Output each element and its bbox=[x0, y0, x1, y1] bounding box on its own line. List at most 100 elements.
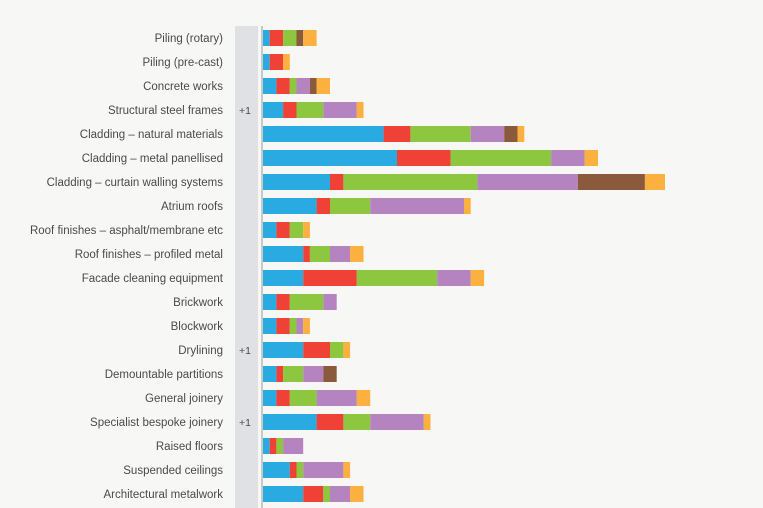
bar-segment bbox=[276, 294, 290, 310]
extra-count-badge: +1 bbox=[239, 417, 251, 429]
bar-segment bbox=[303, 222, 310, 238]
bar-segment bbox=[316, 390, 357, 406]
bar-segment bbox=[303, 270, 357, 286]
bar-segment bbox=[296, 30, 304, 46]
bar-segment bbox=[296, 102, 324, 118]
bar-segment bbox=[370, 414, 424, 430]
category-label: Blockwork bbox=[171, 321, 224, 333]
bar-segment bbox=[517, 126, 525, 142]
bar-segment bbox=[263, 78, 277, 94]
bar-segment bbox=[263, 198, 317, 214]
bar-segment bbox=[323, 366, 337, 382]
bar-segment bbox=[356, 270, 438, 286]
bar-segment bbox=[263, 30, 270, 46]
bar-segment bbox=[316, 198, 330, 214]
category-label: Raised floors bbox=[156, 441, 223, 453]
bar-segment bbox=[303, 246, 310, 262]
category-label: Drylining bbox=[178, 345, 223, 357]
bar-segment bbox=[551, 150, 585, 166]
bar-segment bbox=[343, 462, 351, 478]
bar-segment bbox=[437, 270, 471, 286]
bar-segment bbox=[477, 174, 578, 190]
bar-segment bbox=[504, 126, 518, 142]
category-label: Suspended ceilings bbox=[123, 465, 223, 477]
bar-segment bbox=[584, 150, 598, 166]
bar-segment bbox=[330, 342, 344, 358]
category-label: Architectural metalwork bbox=[103, 489, 223, 501]
bar-segment bbox=[644, 174, 665, 190]
bar-segment bbox=[263, 318, 277, 334]
category-label: Piling (rotary) bbox=[155, 33, 224, 45]
category-label: Concrete works bbox=[143, 81, 223, 93]
bar-segment bbox=[303, 342, 330, 358]
bar-segment bbox=[263, 174, 330, 190]
bar-segment bbox=[263, 294, 277, 310]
bar-segment bbox=[269, 54, 284, 70]
bar-segment bbox=[296, 78, 310, 94]
bar-segment bbox=[296, 318, 304, 334]
category-label: Facade cleaning equipment bbox=[82, 273, 224, 285]
bar-segment bbox=[330, 246, 351, 262]
bar-segment bbox=[276, 366, 284, 382]
bar-segment bbox=[263, 54, 270, 70]
bar-segment bbox=[323, 294, 337, 310]
bar-segment bbox=[276, 390, 290, 406]
category-label: Cladding – curtain walling systems bbox=[47, 177, 224, 189]
category-label: General joinery bbox=[145, 393, 223, 405]
bar-segment bbox=[330, 174, 344, 190]
bar-segment bbox=[263, 102, 284, 118]
category-label: Roof finishes – profiled metal bbox=[75, 249, 223, 261]
bar-segment bbox=[303, 318, 310, 334]
bar-segment bbox=[283, 30, 297, 46]
bar-segment bbox=[577, 174, 645, 190]
bar-segment bbox=[276, 78, 290, 94]
bar-segment bbox=[263, 414, 317, 430]
bar-segment bbox=[263, 246, 304, 262]
bar-segment bbox=[423, 414, 431, 430]
bar-segment bbox=[343, 414, 371, 430]
badge-column bbox=[235, 26, 258, 508]
bar-segment bbox=[269, 30, 284, 46]
bar-segment bbox=[383, 126, 411, 142]
bar-segment bbox=[263, 150, 397, 166]
bar-segment bbox=[269, 438, 277, 454]
bar-segment bbox=[283, 54, 290, 70]
bar-segment bbox=[470, 126, 505, 142]
bar-segment bbox=[263, 462, 290, 478]
bar-segment bbox=[323, 486, 330, 502]
bar-segment bbox=[263, 366, 277, 382]
bar-segment bbox=[276, 318, 290, 334]
extra-count-badge: +1 bbox=[239, 345, 251, 357]
category-label: Brickwork bbox=[173, 297, 223, 309]
bar-segment bbox=[309, 78, 317, 94]
bar-segment bbox=[370, 198, 464, 214]
bar-segment bbox=[464, 198, 471, 214]
bar-segment bbox=[450, 150, 552, 166]
bar-segment bbox=[289, 390, 317, 406]
bar-segment bbox=[263, 342, 304, 358]
bar-segment bbox=[263, 270, 304, 286]
category-label: Atrium roofs bbox=[161, 201, 223, 213]
bar-segment bbox=[350, 486, 364, 502]
bar-segment bbox=[343, 342, 351, 358]
category-label: Cladding – natural materials bbox=[80, 129, 223, 141]
bar-segment bbox=[296, 462, 304, 478]
bar-segment bbox=[263, 486, 304, 502]
bar-segment bbox=[289, 294, 324, 310]
extra-count-badge: +1 bbox=[239, 105, 251, 117]
bar-segment bbox=[289, 78, 297, 94]
category-label: Cladding – metal panellised bbox=[82, 153, 223, 165]
category-label: Specialist bespoke joinery bbox=[90, 417, 223, 429]
bar-segment bbox=[316, 414, 344, 430]
bar-segment bbox=[263, 126, 384, 142]
bar-segment bbox=[303, 30, 317, 46]
bar-segment bbox=[470, 270, 485, 286]
bar-segment bbox=[289, 462, 297, 478]
bar-segment bbox=[283, 438, 304, 454]
bar-segment bbox=[303, 366, 324, 382]
bar-segment bbox=[289, 222, 304, 238]
bar-segment bbox=[323, 102, 357, 118]
bar-segment bbox=[303, 486, 324, 502]
